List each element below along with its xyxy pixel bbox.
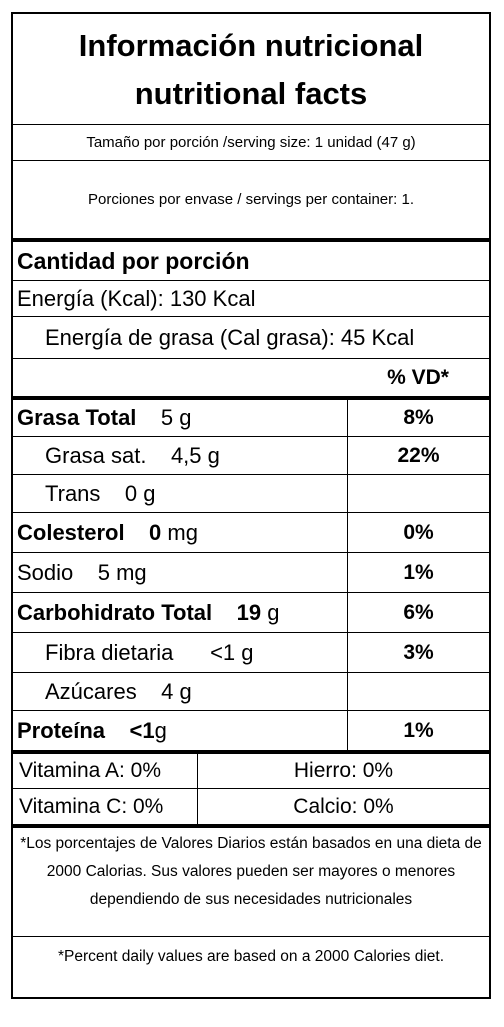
nutrient-amount: 0 g: [124, 480, 156, 506]
nutrient-name-cell: Colesterol 0 mg: [17, 513, 198, 552]
nutrient-dv: 3%: [347, 633, 489, 672]
nutrient-amount: 5 g: [160, 405, 192, 430]
footnote-spanish: *Los porcentajes de Valores Diarios está…: [13, 824, 489, 936]
nutrient-row-trans-fat: Trans 0 g: [13, 474, 489, 512]
nutrient-amount-value: <1: [129, 717, 155, 743]
nutrient-amount: 4,5 g: [170, 442, 220, 468]
nutrient-name: Azúcares: [45, 678, 137, 704]
nutrient-name-cell: Grasa sat. 4,5 g: [45, 437, 220, 474]
nutrient-dv: [347, 475, 489, 512]
nutrient-amount: <1 g: [210, 639, 254, 665]
amount-header-row: Cantidad por porción: [13, 238, 489, 280]
vitamin-c: Vitamina C: 0%: [19, 789, 198, 824]
nutrient-dv: 8%: [347, 400, 489, 436]
nutrient-name-cell: Fibra dietaria <1 g: [45, 633, 254, 672]
amount-header: Cantidad por porción: [17, 247, 250, 274]
nutrient-row-sat-fat: Grasa sat. 4,5 g 22%: [13, 436, 489, 474]
nutrient-name-cell: Proteína <1 g: [17, 711, 167, 750]
nutrient-row-fiber: Fibra dietaria <1 g 3%: [13, 632, 489, 672]
nutrient-name-cell: Trans 0 g: [45, 475, 155, 512]
nutrient-dv: 0%: [347, 513, 489, 552]
fat-energy-text: Energía de grasa (Cal grasa): 45 Kcal: [45, 324, 415, 350]
vitamin-row-1: Vitamina A: 0% Hierro: 0%: [13, 750, 489, 788]
nutrient-dv: 6%: [347, 593, 489, 632]
vitamin-row-2: Vitamina C: 0% Calcio: 0%: [13, 788, 489, 824]
iron: Hierro: 0%: [293, 759, 394, 782]
nutrient-row-cholesterol: Colesterol 0 mg 0%: [13, 512, 489, 552]
title-english: nutritional facts: [134, 76, 368, 111]
nutrient-row-protein: Proteína <1 g 1%: [13, 710, 489, 750]
nutrient-name: Grasa Total: [17, 405, 137, 430]
nutrient-name-cell: Carbohidrato Total 19 g: [17, 593, 279, 632]
nutrition-label: Información nutricional nutritional fact…: [11, 12, 491, 999]
nutrient-name: Grasa sat.: [45, 442, 147, 468]
serving-size: Tamaño por porción /serving size: 1 unid…: [13, 124, 489, 160]
dv-header: % VD*: [387, 365, 449, 389]
energy-row: Energía (Kcal): 130 Kcal: [13, 280, 489, 316]
nutrient-row-total-fat: Grasa Total 5 g 8%: [13, 396, 489, 436]
nutrient-row-sodium: Sodio 5 mg 1%: [13, 552, 489, 592]
nutrient-name: Carbohidrato Total: [17, 599, 213, 625]
fat-energy-row: Energía de grasa (Cal grasa): 45 Kcal: [13, 316, 489, 358]
nutrient-dv: 1%: [347, 553, 489, 592]
footnote-english: *Percent daily values are based on a 200…: [13, 936, 489, 999]
calcium: Calcio: 0%: [293, 794, 394, 818]
nutrient-amount: 5 mg: [97, 559, 147, 585]
nutrient-name: Proteína: [17, 717, 106, 743]
nutrient-dv: 1%: [347, 711, 489, 750]
title-spanish: Información nutricional: [78, 28, 424, 63]
nutrient-name: Sodio: [17, 559, 74, 585]
nutrient-dv: 22%: [347, 437, 489, 474]
nutrient-name-cell: Grasa Total 5 g: [17, 400, 191, 436]
nutrient-amount-unit: g: [154, 717, 167, 743]
nutrient-dv: [347, 673, 489, 710]
dv-header-row: % VD*: [13, 358, 489, 396]
nutrient-amount-value: 0: [149, 519, 162, 545]
nutrient-amount-unit: mg: [167, 519, 198, 545]
nutrient-name: Colesterol: [17, 519, 125, 545]
energy-text: Energía (Kcal): 130 Kcal: [17, 285, 256, 311]
nutrient-name: Fibra dietaria: [45, 639, 174, 665]
nutrient-name-cell: Azúcares 4 g: [45, 673, 192, 710]
vitamin-a: Vitamina A: 0%: [19, 754, 198, 788]
nutrient-row-carbohydrate: Carbohidrato Total 19 g 6%: [13, 592, 489, 632]
nutrient-amount-unit: g: [267, 599, 280, 625]
label-title: Información nutricional nutritional fact…: [13, 14, 489, 124]
nutrient-name: Trans: [45, 480, 101, 506]
nutrient-amount: 4 g: [161, 678, 192, 704]
servings-per-container: Porciones por envase / servings per cont…: [13, 160, 489, 238]
nutrient-amount-value: 19: [236, 599, 262, 625]
nutrient-name-cell: Sodio 5 mg: [17, 553, 147, 592]
nutrient-row-sugars: Azúcares 4 g: [13, 672, 489, 710]
